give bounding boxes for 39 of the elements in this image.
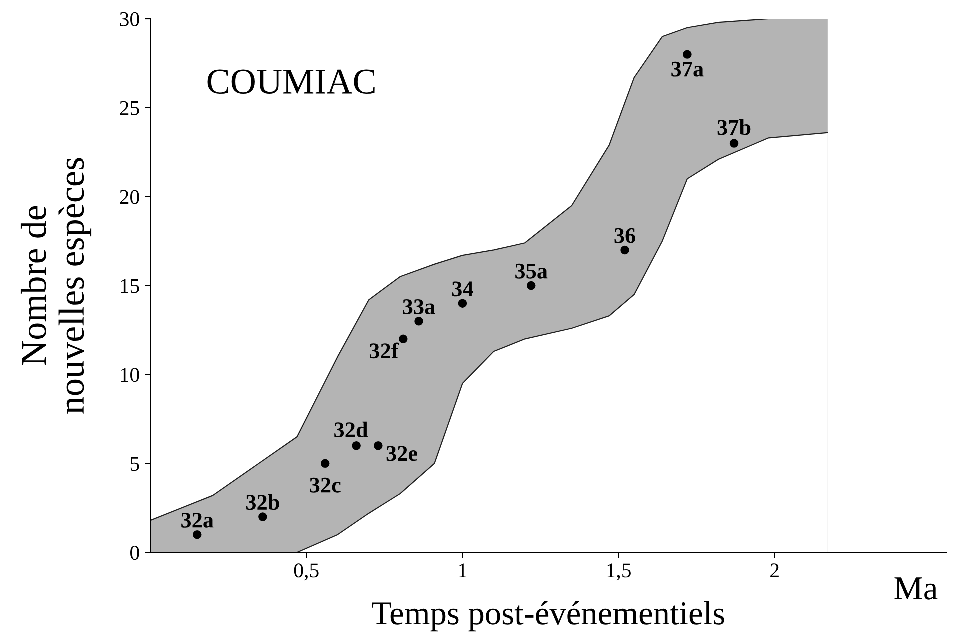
text: COUMIAC (208, 70, 375, 94)
text: Ma (894, 578, 938, 600)
point (320, 459, 330, 468)
point (620, 246, 630, 255)
y-tick-label: 0 (130, 546, 140, 560)
x-tick-label: 1,5 (608, 564, 631, 581)
annotation: 37b (718, 120, 751, 136)
annotation: 32b (246, 494, 280, 510)
point (527, 281, 536, 290)
annotation: 32d (334, 422, 368, 438)
annotation: 32c (310, 478, 341, 493)
y-axis-title: Nombre de nouvelles espèces (20, 158, 92, 414)
x-tick-label: 2 (770, 564, 779, 578)
annotation: 32f (370, 342, 399, 359)
point (399, 334, 408, 344)
y-tick-label: 10 (121, 368, 140, 382)
annotation: 32a (182, 512, 214, 528)
point (683, 50, 692, 59)
y-tick-label: 25 (120, 101, 140, 116)
x-tick-label: 1 (459, 564, 467, 578)
y-tick-label: 15 (121, 279, 140, 294)
point (258, 512, 268, 522)
y-tick-label: 5 (130, 457, 140, 472)
point (352, 442, 361, 450)
point (193, 530, 202, 540)
annotation: 35a (516, 264, 548, 279)
x-tick-label: 0,5 (294, 564, 319, 581)
y-tick-label: 30 (120, 12, 140, 26)
annotation: 37a (672, 62, 704, 77)
y-tick-label: 20 (120, 190, 140, 204)
point (458, 299, 468, 308)
point (374, 442, 383, 450)
annotation: 33a (403, 300, 436, 314)
x-axis-title: Temps post-événementiels (372, 601, 724, 632)
annotation: 34 (452, 282, 474, 297)
annotation: 36 (614, 228, 636, 244)
point (414, 317, 424, 326)
point (730, 139, 739, 148)
annotation: 32e (386, 446, 418, 462)
